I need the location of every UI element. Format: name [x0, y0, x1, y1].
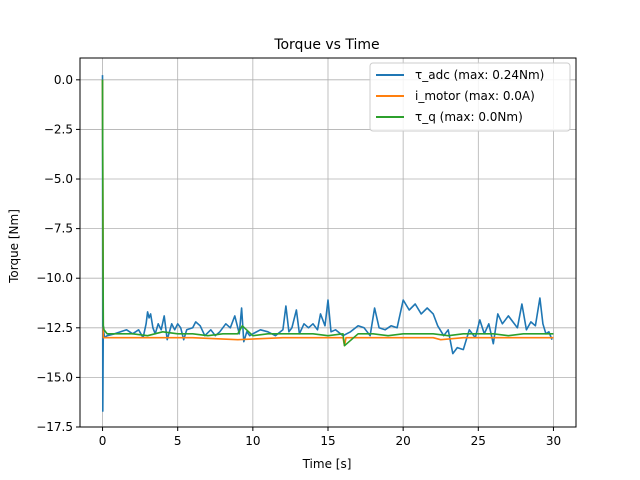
x-tick-label: 15	[320, 434, 335, 448]
x-tick-label: 5	[174, 434, 182, 448]
y-tick-label: −15.0	[36, 370, 73, 384]
y-tick-label: −10.0	[36, 271, 73, 285]
legend-label-2: τ_q (max: 0.0Nm)	[415, 110, 523, 124]
series-line-2	[101, 79, 554, 347]
x-tick-label: 20	[396, 434, 411, 448]
chart-title: Torque vs Time	[273, 37, 379, 53]
x-tick-label: 10	[245, 434, 260, 448]
x-tick-label: 0	[99, 434, 107, 448]
y-tick-label: −17.5	[36, 420, 73, 434]
y-axis-label: Torque [Nm]	[7, 209, 21, 284]
y-tick-label: 0.0	[54, 73, 73, 87]
y-tick-label: −12.5	[36, 321, 73, 335]
legend: τ_adc (max: 0.24Nm) i_motor (max: 0.0A) τ_…	[369, 62, 571, 132]
x-axis-label: Time [s]	[302, 457, 352, 471]
plot-area: 0 5 10 15 20 25 30 0.0 −2.5 −5.0 −7.5 −10.0 −12.5 −15…	[36, 57, 577, 448]
legend-box	[369, 62, 571, 132]
y-tick-label: −5.0	[44, 172, 73, 186]
y-tick-label: −7.5	[44, 222, 73, 236]
x-tick-label: 30	[546, 434, 561, 448]
x-tick-label: 25	[471, 434, 486, 448]
legend-label-0: τ_adc (max: 0.24Nm)	[415, 68, 544, 82]
y-tick-label: −2.5	[44, 122, 73, 136]
series-line-0	[101, 75, 553, 412]
legend-label-1: i_motor (max: 0.0A)	[415, 89, 535, 103]
